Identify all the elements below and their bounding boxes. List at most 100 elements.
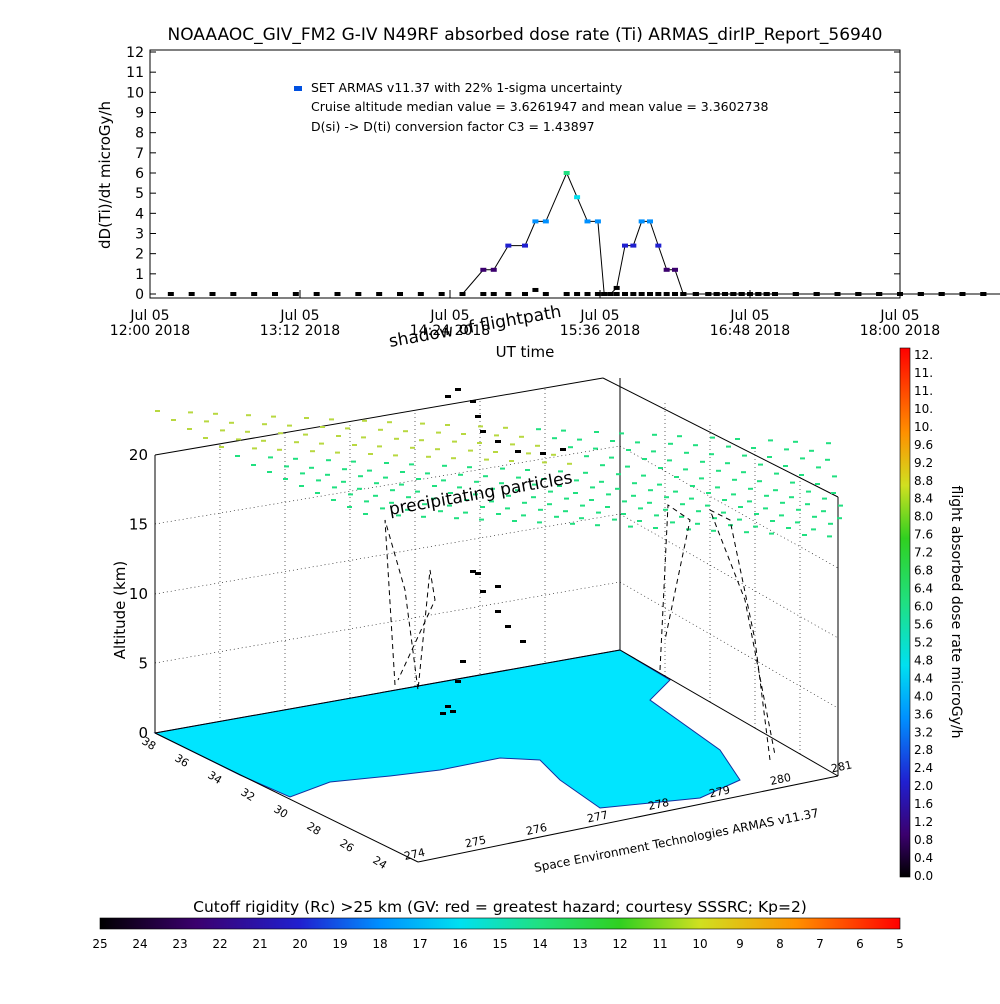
- particle-dash: [373, 495, 378, 497]
- longitude-tick-label: 277: [586, 808, 609, 825]
- particle-dash: [700, 461, 705, 463]
- rigidity-colorbar-tick: 6: [856, 937, 864, 951]
- particle-dash: [342, 468, 347, 470]
- particle-dash: [335, 452, 340, 454]
- particle-dash: [779, 514, 784, 516]
- particle-dash: [800, 457, 805, 459]
- dose-colorbar-tick: 8.8: [914, 474, 933, 488]
- dose-profile-point: [793, 292, 799, 296]
- dose-point: [630, 292, 636, 296]
- latitude-tick-label: 30: [271, 803, 290, 821]
- top-y-tick-label: 8: [135, 126, 144, 142]
- flightpath-point: [440, 712, 446, 715]
- dose-point: [418, 292, 424, 296]
- legend-marker: [294, 86, 302, 91]
- top-y-tick-label: 6: [135, 166, 144, 182]
- particle-dash: [364, 500, 369, 502]
- particle-dash: [426, 456, 431, 458]
- dose-profile-point: [835, 292, 841, 296]
- dose-profile-point: [630, 244, 636, 248]
- particle-dash: [552, 437, 557, 439]
- particle-dash: [348, 493, 353, 495]
- cutoff-rigidity-colorbar: Cutoff rigidity (Rc) >25 km (GV: red = g…: [92, 898, 903, 951]
- particle-dash: [155, 410, 160, 412]
- particle-dash: [668, 443, 673, 445]
- dose-profile-point: [505, 244, 511, 248]
- particle-dash: [767, 456, 772, 458]
- dose-colorbar-tick: 12.: [914, 348, 933, 362]
- legend-line-1: SET ARMAS v11.37 with 22% 1-sigma uncert…: [311, 80, 623, 95]
- dose-colorbar-tick: 11.: [914, 384, 933, 398]
- flightpath-point: [475, 572, 481, 575]
- particle-dash: [594, 431, 599, 433]
- particle-dash: [577, 439, 582, 441]
- particle-dash: [768, 439, 773, 441]
- particle-dash: [621, 513, 626, 515]
- particle-dash: [837, 517, 842, 519]
- rigidity-colorbar-tick: 22: [212, 937, 227, 951]
- rigidity-colorbar-tick: 8: [776, 937, 784, 951]
- particle-dash: [709, 453, 714, 455]
- dose-colorbar-tick: 8.0: [914, 510, 933, 524]
- dose-profile-point: [607, 292, 613, 296]
- particle-dash: [341, 481, 346, 483]
- particle-dash: [461, 433, 466, 435]
- dose-point: [251, 292, 257, 296]
- particle-dash: [674, 476, 679, 478]
- particle-dash: [679, 516, 684, 518]
- particle-dash: [826, 442, 831, 444]
- top-y-tick-label: 5: [135, 186, 144, 202]
- particle-dash: [367, 470, 372, 472]
- dose-profile-point: [639, 219, 645, 223]
- particle-dash: [303, 434, 308, 436]
- particle-dash: [236, 438, 241, 440]
- flightpath-point: [445, 395, 451, 398]
- rigidity-colorbar-ramp: [100, 918, 900, 929]
- particle-dash: [652, 434, 657, 436]
- dose-profile-point: [755, 292, 761, 296]
- particle-dash: [648, 489, 653, 491]
- rigidity-colorbar-tick: 10: [692, 937, 707, 951]
- dose-point: [397, 292, 403, 296]
- particle-dash: [811, 528, 816, 530]
- particle-dash: [374, 482, 379, 484]
- particle-dash: [213, 413, 218, 415]
- particle-dash: [663, 509, 668, 511]
- particle-dash: [229, 422, 234, 424]
- particle-dash: [751, 447, 756, 449]
- particle-dash: [732, 479, 737, 481]
- rigidity-colorbar-tick: 19: [332, 937, 347, 951]
- particle-dash: [796, 509, 801, 511]
- particle-dash: [493, 451, 498, 453]
- particle-dash: [784, 448, 789, 450]
- top-y-tick-label: 11: [126, 65, 144, 81]
- particle-dash: [589, 499, 594, 501]
- dose-colorbar-tick: 3.6: [914, 707, 933, 721]
- dose-point: [480, 292, 486, 296]
- dose-profile-point: [532, 219, 538, 223]
- particle-dash: [626, 449, 631, 451]
- particle-dash: [753, 526, 758, 528]
- top-x-tick-time: 13:12 2018: [260, 323, 340, 339]
- particle-dash: [699, 477, 704, 479]
- particle-dash: [638, 507, 643, 509]
- dose-colorbar-tick: 0.8: [914, 833, 933, 847]
- particle-dash: [477, 442, 482, 444]
- particle-dash: [278, 432, 283, 434]
- particle-dash: [584, 455, 589, 457]
- particle-dash: [770, 520, 775, 522]
- particle-dash: [563, 510, 568, 512]
- particle-dash: [795, 521, 800, 523]
- rigidity-colorbar-tick: 23: [172, 937, 187, 951]
- particle-dash: [204, 420, 209, 422]
- particle-dash: [268, 456, 273, 458]
- particle-dash: [283, 478, 288, 480]
- top-y-tick-label: 12: [126, 45, 144, 61]
- particle-dash: [696, 510, 701, 512]
- dose-colorbar-tick: 10.: [914, 402, 933, 416]
- latitude-tick-label: 24: [370, 854, 389, 872]
- particle-dash: [358, 475, 363, 477]
- dose-colorbar-ramp: [900, 348, 910, 877]
- dose-colorbar-tick: 0.0: [914, 869, 933, 883]
- rigidity-colorbar-tick: 15: [492, 937, 507, 951]
